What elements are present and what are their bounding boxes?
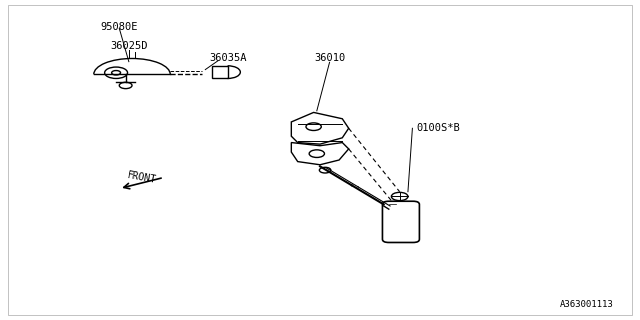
Text: 36010: 36010 bbox=[314, 53, 345, 63]
Text: 36035A: 36035A bbox=[209, 53, 246, 63]
Text: 95080E: 95080E bbox=[100, 22, 138, 32]
Text: FRONT: FRONT bbox=[126, 170, 157, 185]
Text: A363001113: A363001113 bbox=[559, 300, 613, 309]
Text: 36025D: 36025D bbox=[110, 41, 148, 51]
Text: 0100S*B: 0100S*B bbox=[416, 123, 460, 133]
